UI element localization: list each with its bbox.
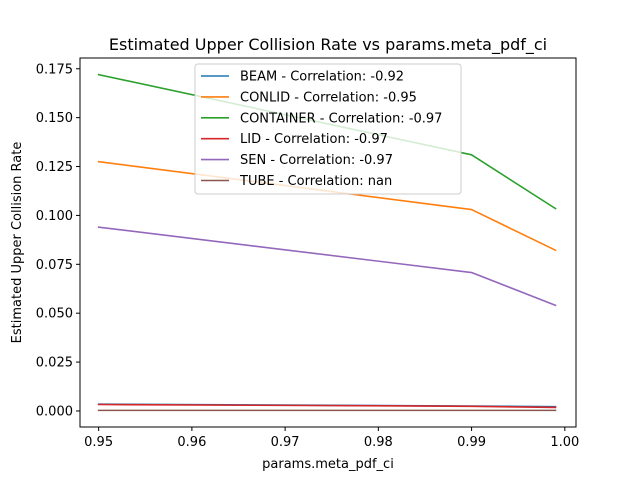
legend-entry: CONTAINER - Correlation: -0.97 [240,111,442,126]
legend-entry: LID - Correlation: -0.97 [240,132,388,147]
legend-entry: SEN - Correlation: -0.97 [240,153,393,168]
series-line-4 [97,226,557,307]
x-axis-label: params.meta_pdf_ci [262,457,394,472]
y-axis-label: Estimated Upper Collision Rate [10,142,25,344]
x-tick-label: 0.96 [177,435,206,450]
y-tick-label: 0.050 [36,307,73,322]
legend-entry: BEAM - Correlation: -0.92 [240,70,404,85]
y-tick-label: 0.125 [36,160,73,175]
plot-frame [79,57,577,428]
legend-entry: CONLID - Correlation: -0.95 [240,90,417,105]
y-tick-label: 0.150 [36,111,73,126]
y-tick-label: 0.000 [36,404,73,419]
y-tick-label: 0.075 [36,258,73,273]
legend: BEAM - Correlation: -0.92 CONLID - Correl… [194,63,462,195]
y-tick-label: 0.100 [36,209,73,224]
y-tick-label: 0.175 [36,62,73,77]
x-tick-label: 0.99 [457,435,486,450]
x-axis: 0.95 0.96 0.97 0.98 0.99 1.00 [84,427,579,450]
x-tick-label: 0.97 [271,435,300,450]
x-tick-label: 0.95 [84,435,113,450]
x-tick-label: 1.00 [550,435,579,450]
legend-box [194,63,462,195]
y-tick-label: 0.025 [36,356,73,371]
series-line-3 [97,403,557,409]
x-tick-label: 0.98 [364,435,393,450]
y-axis: 0.000 0.025 0.050 0.075 0.100 0.125 0.150 0.175 [36,62,80,419]
legend-entry: TUBE - Correlation: nan [239,174,392,189]
chart-title: Estimated Upper Collision Rate vs params… [109,35,547,55]
